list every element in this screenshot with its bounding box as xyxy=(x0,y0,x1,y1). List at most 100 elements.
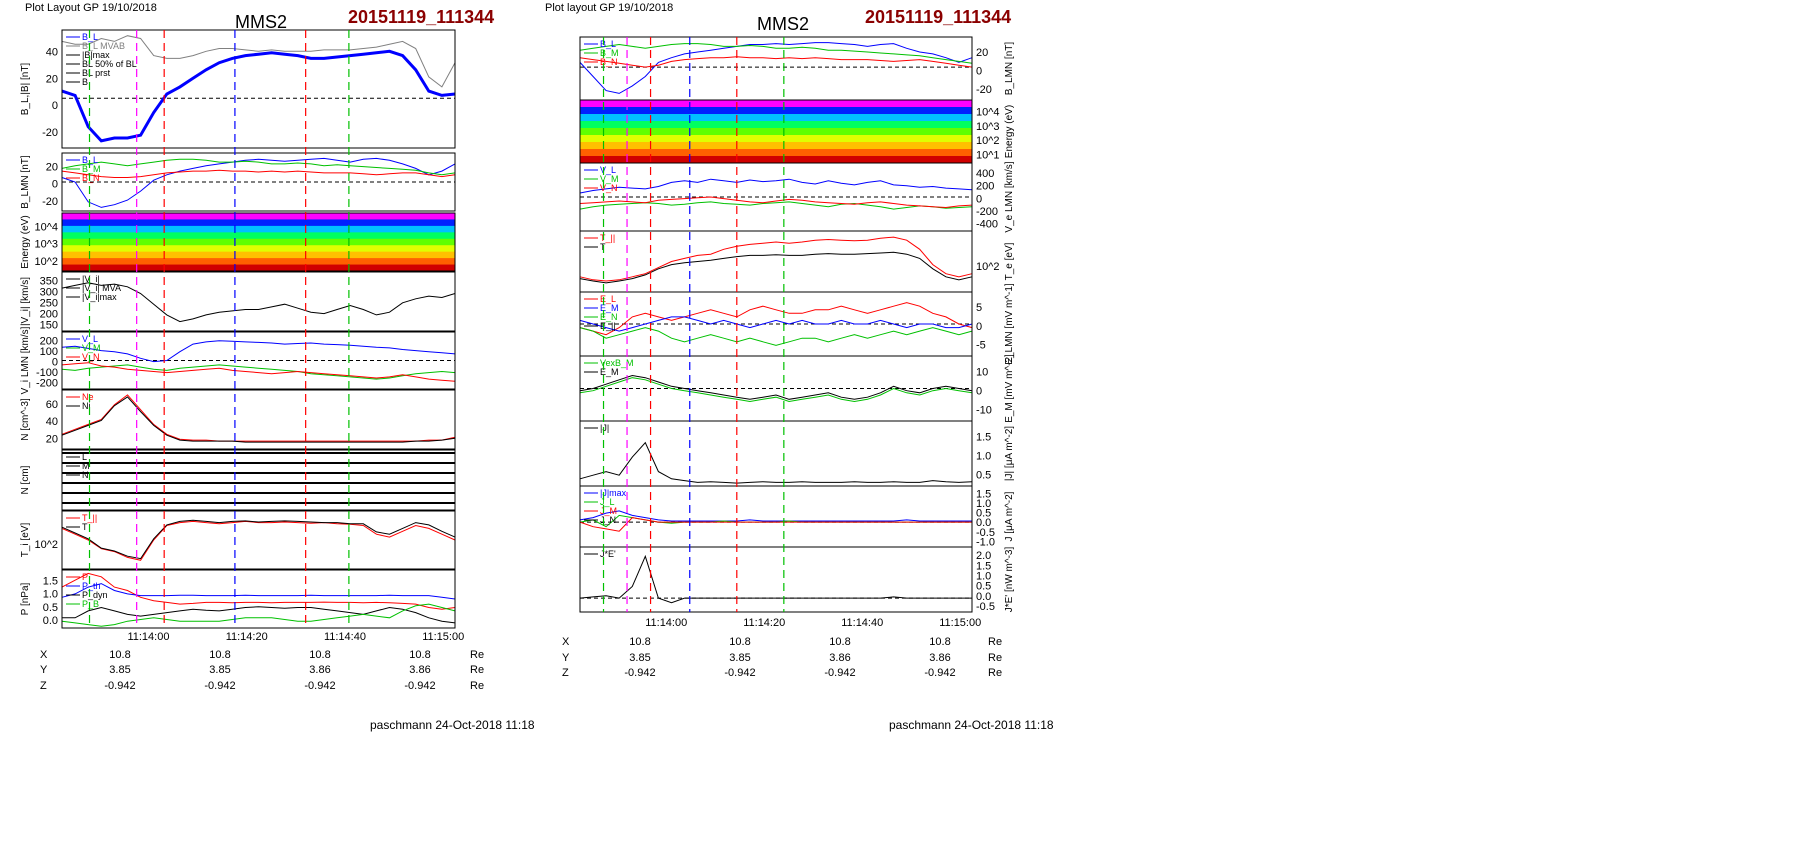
y-tick-label: 400 xyxy=(976,168,994,180)
x-tick-label: 11:15:00 xyxy=(939,617,981,629)
series-line xyxy=(61,520,456,561)
y-tick-label: -400 xyxy=(976,218,998,230)
y-tick-label: 60 xyxy=(46,399,58,411)
y-tick-label: 40 xyxy=(46,46,58,58)
y-axis-label: P [nPa] xyxy=(20,582,31,615)
y-axis-label: B_LMN [nT] xyxy=(20,155,31,209)
panel-6: 1.5 1.0 0.5 |J| [μA m^-2] |J| xyxy=(579,420,1015,487)
spectrogram-band xyxy=(580,156,972,164)
orbit-value: 3.86 xyxy=(929,652,950,664)
orbit-value: -0.942 xyxy=(204,680,235,692)
legend-label: N xyxy=(82,470,89,480)
legend-label: P xyxy=(82,572,88,582)
y-axis-label: T_e [eV] xyxy=(1004,242,1015,280)
x-tick-label: 11:14:00 xyxy=(645,617,687,629)
y-tick-label: 0 xyxy=(52,179,58,191)
panel-frame xyxy=(61,331,456,390)
y-tick-label: 150 xyxy=(40,319,58,331)
spectrogram-band xyxy=(62,251,455,259)
legend-label: P_th xyxy=(82,581,101,591)
panel-frame xyxy=(579,420,973,487)
orbit-value: 3.85 xyxy=(629,652,650,664)
orbit-value: -0.942 xyxy=(624,667,655,679)
y-tick-label: -200 xyxy=(976,206,998,218)
series-line xyxy=(579,377,973,403)
series-line xyxy=(62,606,456,624)
panel-frame xyxy=(579,230,973,293)
orbit-row-label: Y xyxy=(40,664,48,676)
y-tick-label: 2.0 xyxy=(976,550,991,562)
orbit-value: 10.8 xyxy=(629,636,650,648)
series-line xyxy=(579,178,973,194)
legend-label: J_N xyxy=(600,515,616,525)
orbit-unit: Re xyxy=(470,664,484,676)
series-line xyxy=(579,316,973,332)
panel-7: 10^2T_i [eV]T_||T xyxy=(20,510,456,570)
series-line xyxy=(579,327,973,346)
spectrogram-band xyxy=(62,264,455,272)
y-tick-label: -100 xyxy=(36,367,58,379)
legend-label: V_N xyxy=(600,183,618,193)
orbit-unit: Re xyxy=(988,636,1002,648)
y-tick-label: 0 xyxy=(976,193,982,205)
orbit-value: 3.85 xyxy=(729,652,750,664)
series-line xyxy=(61,169,456,178)
x-tick-label: 11:15:00 xyxy=(422,631,464,643)
spectrogram-band xyxy=(62,258,455,266)
series-line xyxy=(61,49,456,143)
right-figure-title: MMS2 xyxy=(757,14,810,34)
legend-label: J_M xyxy=(600,506,617,516)
y-tick-label: 1.0 xyxy=(976,570,991,582)
orbit-value: 10.8 xyxy=(309,649,330,661)
orbit-value: -0.942 xyxy=(304,680,335,692)
legend-label: B_N xyxy=(82,173,100,183)
y-tick-label: 0.0 xyxy=(976,517,991,529)
figure-right: 200-20 B_LMN [nT]B_LB_MB_N10^410^310^210^… xyxy=(562,36,1015,679)
legend-label: J*E' xyxy=(600,549,616,559)
right-figure-header: Plot layout GP 19/10/2018 xyxy=(545,2,674,14)
y-tick-label: 1.0 xyxy=(976,498,991,510)
y-tick-label: 0.5 xyxy=(976,581,991,593)
legend-label: B xyxy=(82,77,88,87)
legend-label: V_M xyxy=(600,174,619,184)
spectrogram-band xyxy=(580,149,972,157)
orbit-value: -0.942 xyxy=(924,667,955,679)
legend-label: M xyxy=(82,461,90,471)
series-line xyxy=(579,441,973,484)
series-line xyxy=(579,554,972,604)
orbit-unit: Re xyxy=(470,680,484,692)
legend-label: E_M xyxy=(600,303,619,313)
orbit-value: -0.942 xyxy=(104,680,135,692)
y-tick-label: 0 xyxy=(976,321,982,333)
left-figure-event-id: 20151119_111344 xyxy=(348,7,495,27)
y-axis-label: B_LMN [nT] xyxy=(1004,42,1015,96)
series-line xyxy=(61,583,456,600)
series-line xyxy=(579,42,973,94)
series-line xyxy=(579,56,973,68)
spectrogram-band xyxy=(580,142,972,150)
legend-label: |J|max xyxy=(600,488,627,498)
y-tick-label: 1.0 xyxy=(976,450,991,462)
panel-4: 5 0 -5 E_LMN [mV m^-1] E_LE_ME_NE_|| xyxy=(579,283,1015,365)
y-axis-label: V_i LMN [km/s] xyxy=(20,326,31,394)
legend-label: Ne xyxy=(82,392,94,402)
panel-3: 10^2 T_e [eV]T_||T xyxy=(579,230,1015,293)
panel-6: N [cm] LMN xyxy=(20,449,456,511)
y-tick-label: -200 xyxy=(36,378,58,390)
orbit-unit: Re xyxy=(470,649,484,661)
spectrogram-band xyxy=(580,121,972,129)
legend-label: |B|max xyxy=(82,50,110,60)
y-tick-label: -0.5 xyxy=(976,601,995,613)
y-tick-label: 10 xyxy=(976,366,988,378)
panel-frame xyxy=(61,152,456,212)
y-axis-label: J*E' [nW m^-3] xyxy=(1004,547,1015,613)
orbit-value: 3.85 xyxy=(209,664,230,676)
y-tick-label: 5 xyxy=(976,302,982,314)
series-line xyxy=(61,158,456,176)
panel-8: 2.01.51.00.50.0-0.5 J*E' [nW m^-3] J*E' xyxy=(579,546,1015,613)
series-line xyxy=(61,340,456,363)
